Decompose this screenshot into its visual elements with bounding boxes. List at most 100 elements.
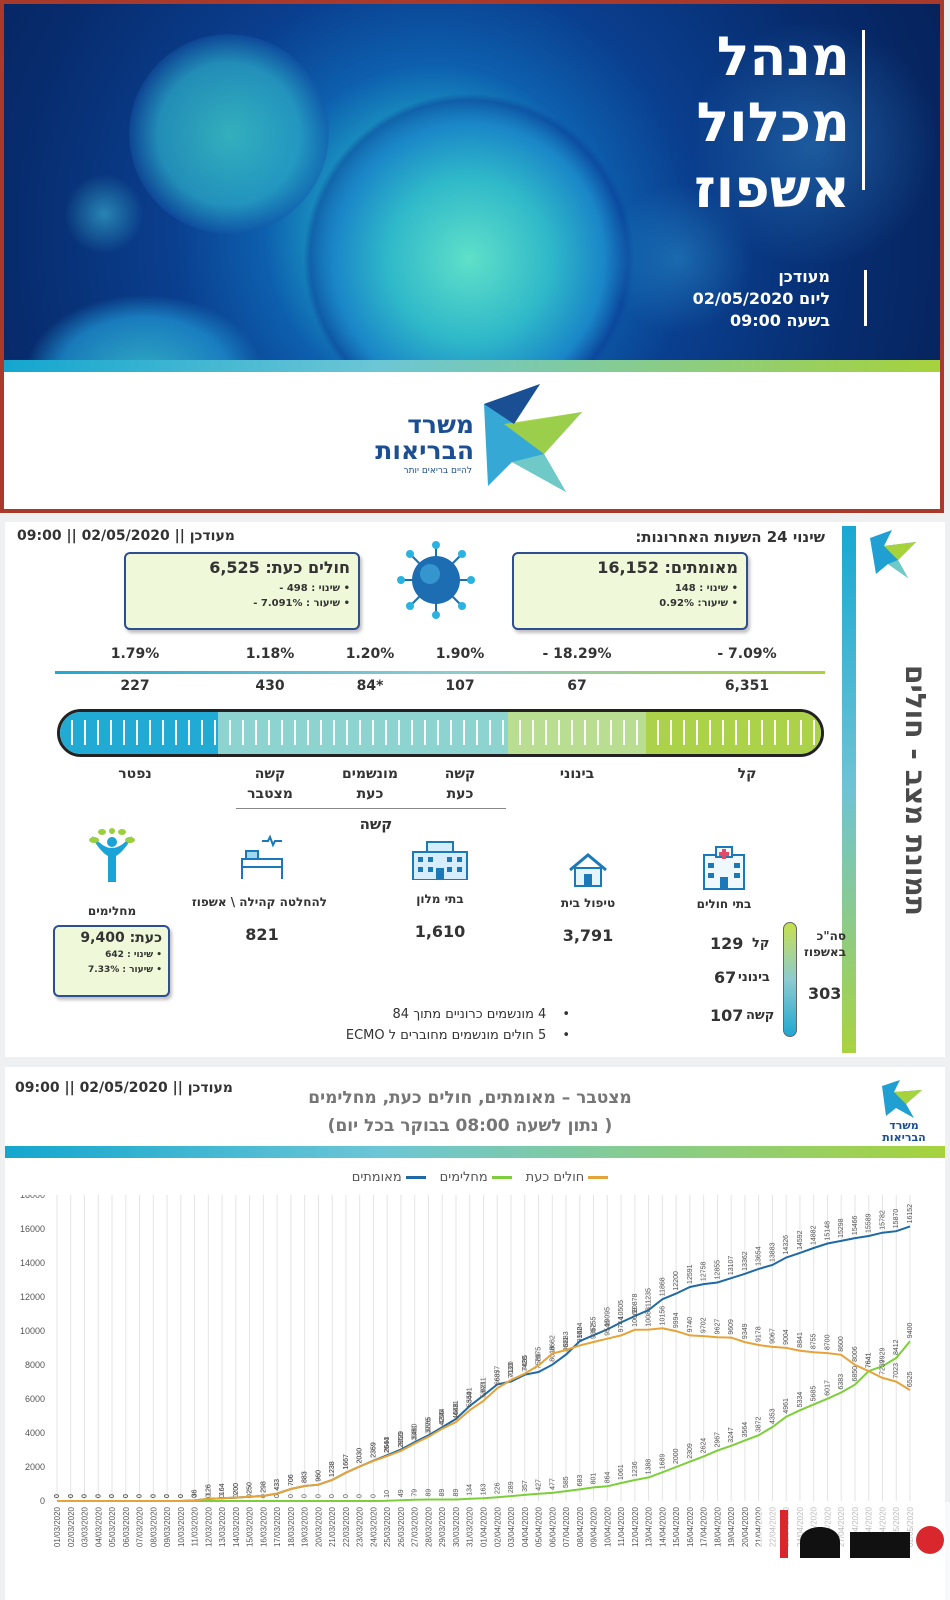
severity-segment-severe xyxy=(218,712,508,754)
data-label: 13654 xyxy=(756,1246,763,1266)
data-label: 8412 xyxy=(893,1339,900,1355)
hospital-mild-label: קל xyxy=(752,936,770,951)
ministry-name-small: משרד הבריאות xyxy=(882,1119,926,1144)
data-label: 3865 xyxy=(425,1417,432,1433)
data-label: 9609 xyxy=(728,1319,735,1335)
data-label: 0 xyxy=(233,1494,240,1498)
confirmed-box: מאומתים: 16,152 • שינוי : 148 • שיעור: 0… xyxy=(512,552,748,630)
data-label: 0 xyxy=(150,1494,157,1498)
place-label: להחלטה קהילה \ אשפוז xyxy=(191,895,327,909)
hotel-icon xyxy=(412,841,468,880)
data-label: 0 xyxy=(164,1494,171,1498)
data-label: 11235 xyxy=(646,1288,653,1307)
legend-swatch xyxy=(491,1176,512,1179)
data-label: 801 xyxy=(591,1473,598,1485)
watermark-logo xyxy=(760,1502,950,1600)
virus-image xyxy=(684,24,940,264)
data-label: 7030 xyxy=(508,1363,515,1379)
recovered-icon xyxy=(89,828,135,882)
data-label: 2030 xyxy=(357,1448,364,1464)
data-label: 79 xyxy=(412,1489,419,1497)
x-tick-label: 25/03/2020 xyxy=(383,1506,392,1547)
data-label: 0 xyxy=(82,1494,89,1498)
data-label: 298 xyxy=(260,1481,267,1493)
data-label: 5344 xyxy=(467,1391,474,1407)
data-label: 10069 xyxy=(632,1307,639,1327)
brand-strip xyxy=(4,360,940,372)
data-label: 9702 xyxy=(701,1317,708,1333)
data-label: 6017 xyxy=(824,1380,831,1396)
data-label: 11868 xyxy=(659,1277,666,1296)
data-label: 2644 xyxy=(384,1437,391,1453)
data-label: 960 xyxy=(315,1470,322,1482)
data-label: 10083 xyxy=(646,1307,653,1327)
count-moderate: 67 xyxy=(567,678,587,694)
place-value: 821 xyxy=(245,925,279,944)
virus-image xyxy=(129,34,329,234)
data-label: 15298 xyxy=(838,1218,845,1238)
x-tick-label: 03/03/2020 xyxy=(81,1506,90,1547)
data-label: 2624 xyxy=(701,1438,708,1454)
legend-item: חולים כעת xyxy=(526,1170,609,1185)
data-label: 12200 xyxy=(673,1271,680,1291)
data-label: 0 xyxy=(178,1494,185,1498)
line-chart: 0200040006000800010000120001400016000180… xyxy=(20,1195,915,1547)
data-label: 9755 xyxy=(591,1316,598,1332)
data-label: 0 xyxy=(95,1494,102,1498)
data-label: 250 xyxy=(247,1482,254,1494)
data-label: 0 xyxy=(123,1494,130,1498)
data-label: 7023 xyxy=(893,1363,900,1379)
data-label: 8611 xyxy=(563,1336,570,1351)
virus-icon xyxy=(397,541,475,619)
data-label: 0 xyxy=(329,1494,336,1498)
data-label: 585 xyxy=(563,1476,570,1488)
data-label: 89 xyxy=(425,1489,432,1497)
x-tick-label: 17/04/2020 xyxy=(700,1506,709,1547)
virus-banner-image xyxy=(4,4,940,360)
data-label: 0 xyxy=(95,1494,102,1498)
severity-segment-mild xyxy=(646,712,821,754)
severity-segment-dead xyxy=(60,712,218,754)
x-tick-label: 14/03/2020 xyxy=(232,1506,241,1547)
percent-moderate: - 18.29% xyxy=(542,646,612,662)
data-label: 0 xyxy=(164,1494,171,1498)
data-label: 706 xyxy=(288,1474,295,1486)
x-tick-label: 17/03/2020 xyxy=(273,1506,282,1547)
data-label: 16152 xyxy=(907,1204,914,1224)
data-label: 0 xyxy=(288,1494,295,1498)
data-label: 0 xyxy=(68,1494,75,1498)
data-label: 0 xyxy=(357,1494,364,1498)
data-label: 0 xyxy=(54,1494,61,1498)
data-label: 7641 xyxy=(866,1352,873,1368)
data-label: 0 xyxy=(315,1494,322,1498)
x-tick-label: 01/04/2020 xyxy=(480,1506,489,1547)
note-item: 4 מונשמים כרוניים מתוך 84 xyxy=(300,1004,570,1025)
ministry-logo-icon xyxy=(484,384,582,492)
data-label: 6383 xyxy=(838,1374,845,1390)
x-tick-label: 06/04/2020 xyxy=(548,1506,557,1547)
x-tick-label: 06/03/2020 xyxy=(122,1506,131,1547)
x-tick-label: 02/03/2020 xyxy=(67,1506,76,1547)
data-label: 0 xyxy=(95,1494,102,1498)
x-tick-label: 21/03/2020 xyxy=(328,1506,337,1547)
data-label: 9627 xyxy=(714,1319,721,1335)
number-row: 227 430 84* 107 67 6,351 xyxy=(55,678,815,702)
data-label: 9404 xyxy=(577,1322,584,1338)
updated-divider xyxy=(864,270,867,326)
legend-swatch xyxy=(405,1176,426,1179)
data-label: 0 xyxy=(109,1494,116,1498)
active-change: • שינוי : 498 - xyxy=(279,583,350,594)
hospital-severe-value: 107 xyxy=(710,1006,744,1025)
data-label: 298 xyxy=(260,1481,267,1493)
x-tick-label: 07/04/2020 xyxy=(562,1506,571,1547)
data-label: 15148 xyxy=(824,1221,831,1241)
data-label: 1238 xyxy=(329,1461,336,1477)
y-tick-label: 0 xyxy=(40,1496,45,1506)
x-tick-label: 11/03/2020 xyxy=(191,1506,200,1546)
x-tick-label: 16/03/2020 xyxy=(259,1506,268,1547)
data-label: 1667 xyxy=(343,1454,350,1470)
hospital-gauge xyxy=(783,922,797,1037)
x-tick-label: 07/03/2020 xyxy=(136,1506,145,1547)
y-tick-label: 12000 xyxy=(20,1292,45,1302)
y-tick-label: 6000 xyxy=(25,1394,45,1404)
